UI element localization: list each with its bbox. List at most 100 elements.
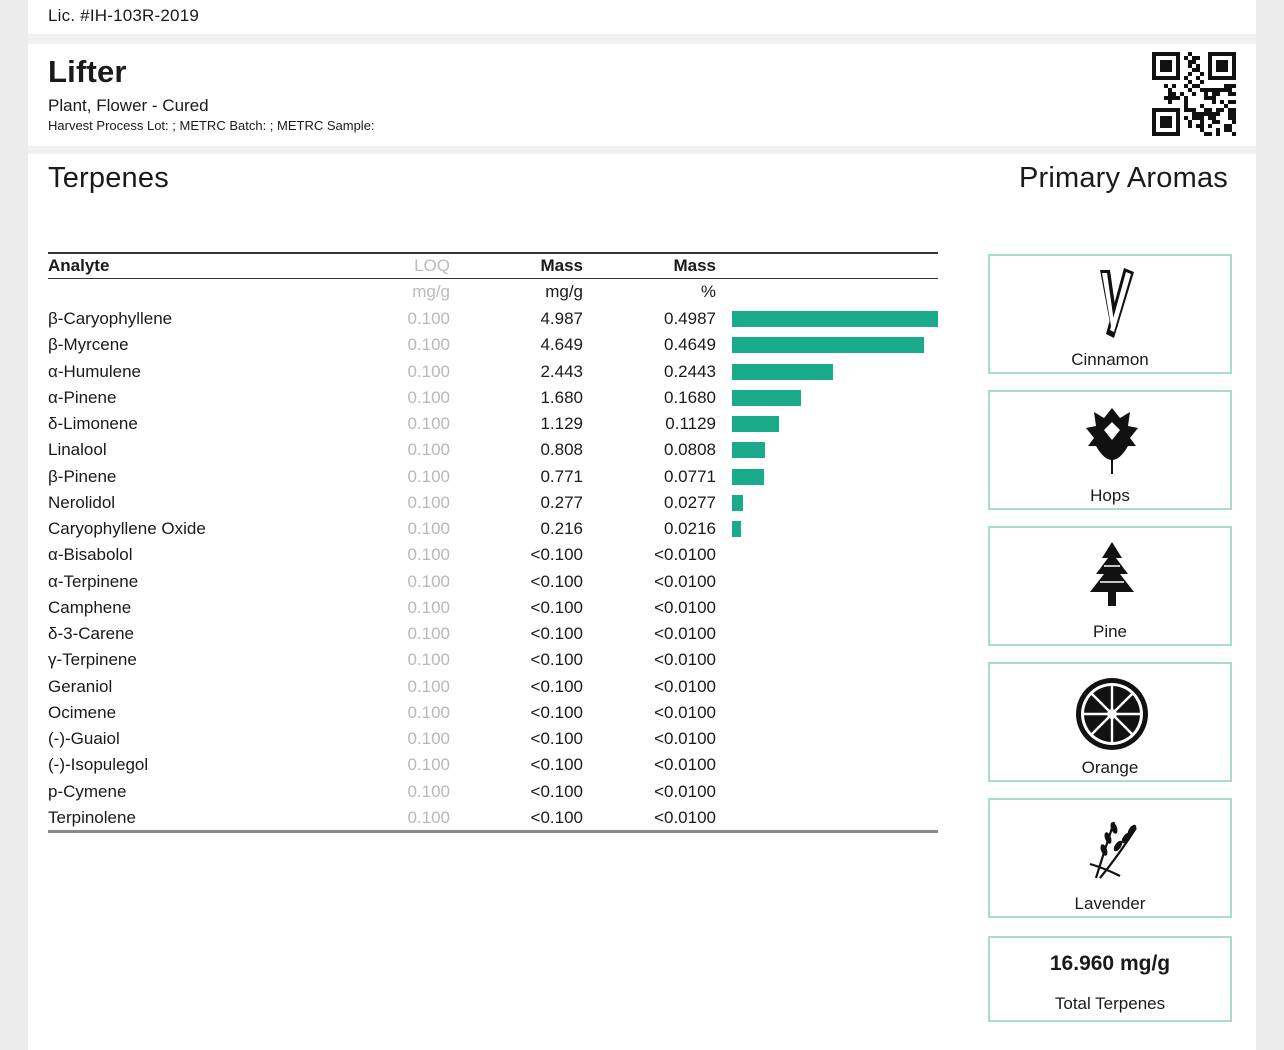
- analyte-name: Geraniol: [48, 676, 113, 696]
- product-header: Lifter Plant, Flower - Cured Harvest Pro…: [28, 44, 1256, 146]
- loq-value: 0.100: [407, 519, 450, 538]
- aroma-label: Pine: [1092, 622, 1128, 641]
- hops-icon: [1086, 408, 1138, 474]
- product-lot-info: Harvest Process Lot: ; METRC Batch: ; ME…: [48, 118, 375, 133]
- table-row: Nerolidol 0.100 0.277 0.0277: [48, 490, 938, 516]
- mass-pct-value: <0.0100: [654, 624, 716, 643]
- loq-value: 0.100: [407, 545, 450, 565]
- aroma-label: Orange: [1081, 758, 1139, 777]
- total-terpenes-label: Total Terpenes: [1054, 994, 1166, 1013]
- table-rule: [48, 252, 938, 254]
- cinnamon-icon: [1100, 268, 1134, 338]
- mass-mg-value: 0.216: [540, 519, 583, 538]
- loq-value: 0.100: [407, 702, 450, 722]
- table-row: p-Cymene 0.100 <0.100 <0.0100: [48, 779, 938, 805]
- loq-value: 0.100: [407, 755, 450, 775]
- lavender-icon: [1089, 821, 1137, 879]
- loq-value: 0.100: [407, 807, 450, 827]
- terpenes-title: Terpenes: [48, 162, 169, 194]
- mass-mg-value: <0.100: [530, 650, 583, 670]
- total-terpenes-value: 16.960 mg/g: [1049, 952, 1171, 975]
- mass-mg-value: <0.100: [530, 781, 583, 801]
- loq-value: 0.100: [407, 571, 450, 591]
- mass-mg-value: 0.771: [540, 466, 583, 486]
- analyte-name: (-)-Isopulegol: [48, 755, 149, 775]
- aroma-label: Hops: [1090, 486, 1130, 505]
- unit-mass-pct: %: [700, 282, 716, 301]
- mass-pct-value: <0.0100: [654, 729, 716, 748]
- aroma-card-pine: Pine: [988, 526, 1232, 646]
- percent-bar: [732, 442, 766, 459]
- percent-bar: [732, 521, 741, 537]
- aroma-label: Lavender: [1074, 894, 1146, 913]
- analyte-name: Nerolidol: [48, 492, 116, 512]
- mass-mg-value: <0.100: [530, 676, 583, 696]
- mass-mg-value: 4.649: [540, 335, 583, 355]
- analyte-name: Camphene: [48, 597, 132, 617]
- mass-pct-value: <0.0100: [654, 755, 716, 775]
- table-row: α-Pinene 0.100 1.680 0.1680: [48, 385, 938, 411]
- coa-page: Lic. #IH-103R-2019 Lifter Plant, Flower …: [28, 0, 1256, 1050]
- mass-pct-value: <0.0100: [654, 781, 716, 801]
- loq-value: 0.100: [407, 309, 450, 328]
- mass-mg-value: <0.100: [530, 729, 583, 748]
- loq-value: 0.100: [407, 492, 450, 512]
- mass-pct-value: <0.0100: [654, 650, 716, 670]
- percent-bar: [732, 389, 802, 406]
- mass-mg-value: <0.100: [530, 702, 583, 722]
- analyte-name: (-)-Guaiol: [48, 729, 120, 748]
- table-row: Camphene 0.100 <0.100 <0.0100: [48, 595, 938, 621]
- loq-value: 0.100: [407, 387, 450, 407]
- percent-bar: [732, 416, 779, 432]
- analyte-name: α-Pinene: [48, 387, 117, 407]
- mass-mg-value: <0.100: [530, 597, 583, 617]
- mass-pct-value: 0.0277: [664, 492, 716, 512]
- primary-aromas-title: Primary Aromas: [1018, 162, 1228, 194]
- analyte-name: δ-Limonene: [48, 414, 138, 433]
- loq-value: 0.100: [407, 676, 450, 696]
- mass-pct-value: <0.0100: [654, 571, 716, 591]
- mass-pct-value: <0.0100: [654, 676, 716, 696]
- table-row: δ-Limonene 0.100 1.129 0.1129: [48, 411, 938, 437]
- mass-mg-value: <0.100: [530, 571, 583, 591]
- percent-bar: [732, 468, 764, 485]
- analyte-name: β-Myrcene: [48, 335, 129, 355]
- loq-value: 0.100: [407, 650, 450, 670]
- table-row: β-Myrcene 0.100 4.649 0.4649: [48, 332, 938, 358]
- table-row: Caryophyllene Oxide 0.100 0.216 0.0216: [48, 516, 938, 542]
- unit-loq: mg/g: [412, 282, 450, 301]
- loq-value: 0.100: [407, 361, 450, 381]
- header-mass-mg: Mass: [540, 256, 583, 275]
- table-row: Ocimene 0.100 <0.100 <0.0100: [48, 700, 938, 726]
- table-row: (-)-Isopulegol 0.100 <0.100 <0.0100: [48, 752, 938, 778]
- header-mass-pct: Mass: [673, 256, 716, 275]
- percent-bar: [732, 363, 833, 380]
- analyte-name: α-Humulene: [48, 361, 141, 381]
- aroma-label: Cinnamon: [1071, 350, 1149, 369]
- mass-pct-value: 0.1680: [664, 387, 716, 407]
- divider: [28, 146, 1256, 154]
- header-analyte: Analyte: [48, 256, 110, 275]
- table-row: β-Caryophyllene 0.100 4.987 0.4987: [48, 306, 938, 332]
- analyte-name: α-Terpinene: [48, 571, 139, 591]
- qr-code-icon: [1152, 52, 1236, 136]
- mass-pct-value: 0.1129: [665, 414, 716, 433]
- loq-value: 0.100: [407, 466, 450, 486]
- analyte-name: Linalool: [48, 440, 107, 460]
- table-row: Terpinolene 0.100 <0.100 <0.0100: [48, 805, 938, 831]
- mass-pct-value: 0.4649: [664, 335, 716, 355]
- table-row: γ-Terpinene 0.100 <0.100 <0.0100: [48, 647, 938, 673]
- mass-mg-value: 2.443: [540, 361, 583, 381]
- table-rule: [48, 830, 938, 833]
- analyte-name: Caryophyllene Oxide: [48, 519, 206, 538]
- table-row: δ-3-Carene 0.100 <0.100 <0.0100: [48, 621, 938, 647]
- mass-mg-value: <0.100: [530, 545, 583, 565]
- mass-pct-value: <0.0100: [654, 702, 716, 722]
- analyte-name: γ-Terpinene: [48, 650, 137, 670]
- mass-pct-value: <0.0100: [654, 597, 716, 617]
- analyte-name: δ-3-Carene: [48, 624, 134, 643]
- mass-mg-value: 0.808: [540, 440, 583, 460]
- aroma-card-hops: Hops: [988, 390, 1232, 510]
- mass-pct-value: 0.0771: [664, 466, 716, 486]
- percent-bar: [732, 494, 744, 511]
